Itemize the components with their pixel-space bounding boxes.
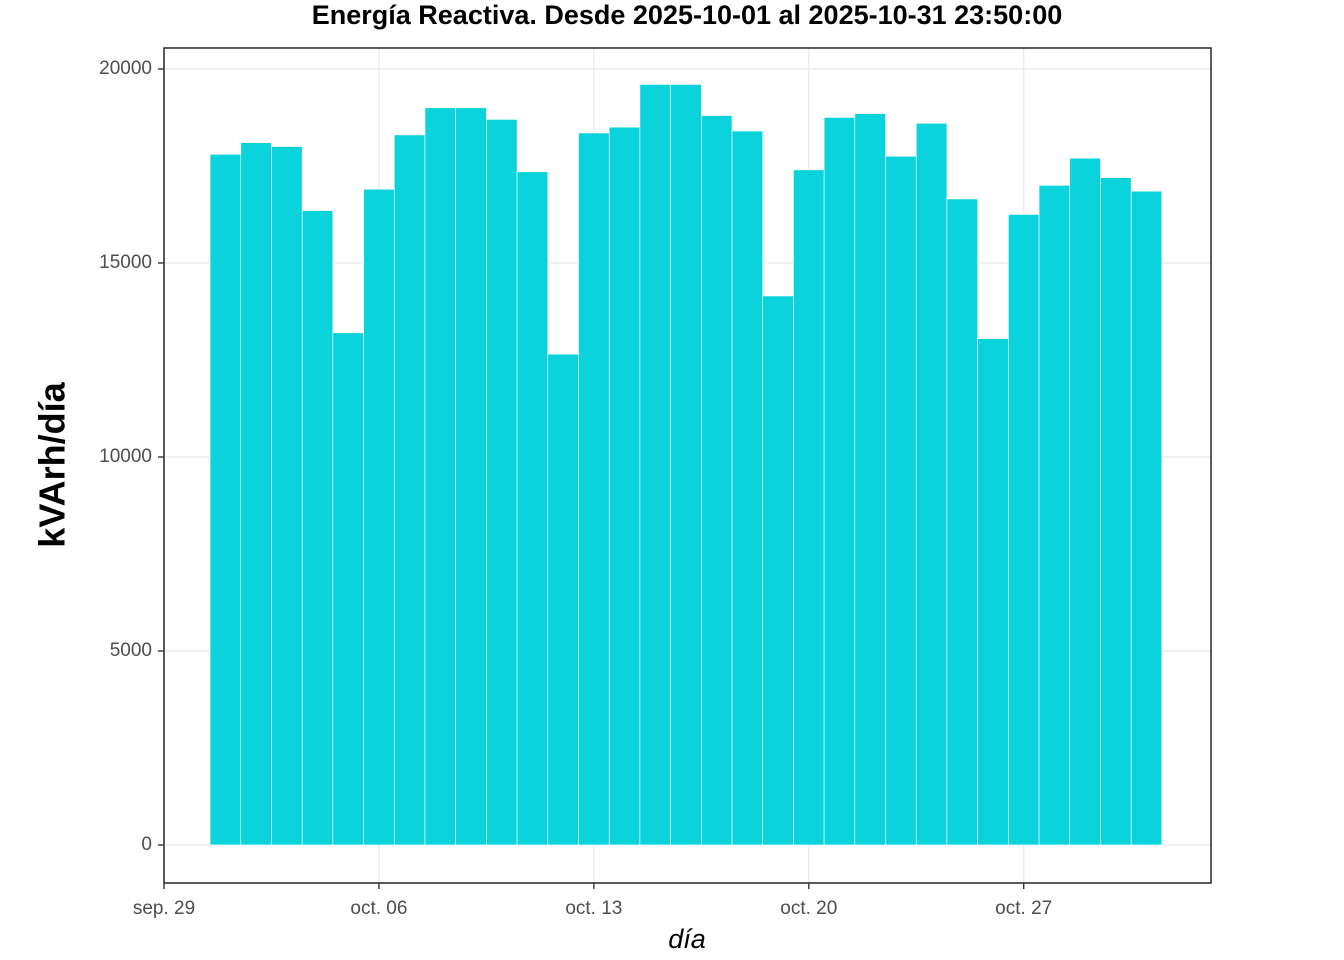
bar (455, 107, 487, 846)
bar (762, 295, 794, 846)
bar (332, 332, 364, 846)
bar (578, 132, 610, 846)
bar (486, 119, 518, 846)
bar (363, 188, 395, 846)
bar (701, 115, 733, 846)
x-tick-label: oct. 20 (780, 898, 837, 919)
bar (393, 134, 426, 846)
x-tick-label: oct. 27 (995, 898, 1052, 919)
x-axis-label: día (668, 924, 706, 954)
bar (731, 130, 764, 846)
bar (240, 142, 272, 846)
bar (1069, 157, 1101, 846)
bar (977, 338, 1009, 846)
y-tick-label: 10000 (99, 446, 152, 467)
bar (547, 353, 579, 846)
bar (1130, 190, 1163, 846)
bar (915, 122, 948, 846)
y-tick-label: 5000 (110, 640, 152, 661)
bar (516, 171, 549, 846)
bar (424, 107, 456, 846)
bar (670, 84, 702, 846)
bar (1038, 185, 1071, 846)
y-tick-label: 20000 (99, 58, 152, 79)
bar (271, 146, 303, 846)
bar (854, 113, 886, 846)
y-axis-label: kVArh/día (32, 381, 73, 547)
bar (1100, 177, 1132, 846)
x-tick-label: sep. 29 (133, 898, 195, 919)
bar (301, 210, 334, 846)
chart-title: Energía Reactiva. Desde 2025-10-01 al 20… (312, 0, 1062, 30)
bar (1008, 214, 1040, 846)
plot-border (163, 47, 1212, 884)
y-tick-label: 15000 (99, 252, 152, 273)
bar (823, 117, 856, 846)
y-tick-label: 0 (141, 834, 152, 855)
bar (639, 84, 671, 846)
bar (209, 154, 242, 846)
bar (946, 198, 978, 846)
bar (885, 155, 917, 846)
bar (793, 169, 825, 846)
x-tick-label: oct. 06 (350, 898, 407, 919)
bar (608, 126, 641, 846)
x-tick-label: oct. 13 (565, 898, 622, 919)
